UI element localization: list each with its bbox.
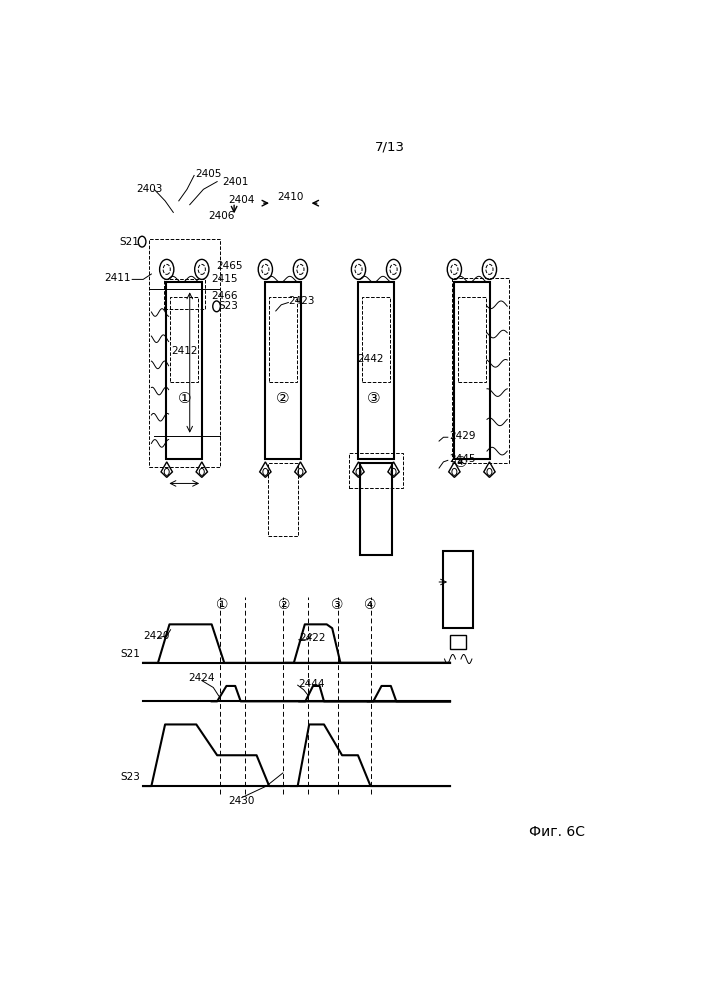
Text: 7/13: 7/13: [375, 140, 404, 153]
Text: 2466: 2466: [211, 291, 238, 301]
Bar: [164, 279, 205, 309]
Text: ③: ③: [366, 391, 380, 406]
Bar: [166, 282, 202, 459]
Bar: [360, 463, 392, 555]
Text: 2423: 2423: [288, 296, 315, 306]
Bar: [454, 282, 490, 459]
Text: ④: ④: [454, 455, 468, 470]
Bar: [358, 282, 394, 459]
Text: ②: ②: [279, 598, 291, 612]
Text: S23: S23: [121, 772, 141, 782]
Text: ③: ③: [332, 598, 344, 612]
Text: ①: ①: [216, 598, 229, 612]
Bar: [349, 453, 404, 488]
Bar: [170, 297, 198, 382]
Text: S21: S21: [121, 649, 141, 659]
Text: 2401: 2401: [223, 177, 249, 187]
Bar: [450, 635, 467, 649]
Text: 2403: 2403: [136, 184, 163, 194]
Text: 2412: 2412: [171, 346, 197, 356]
Text: 2420: 2420: [144, 631, 170, 641]
Text: 2410: 2410: [277, 192, 303, 202]
Text: ④: ④: [364, 598, 377, 612]
Text: 2405: 2405: [195, 169, 221, 179]
Text: Фиг. 6C: Фиг. 6C: [529, 825, 585, 839]
Bar: [452, 278, 509, 463]
Bar: [458, 297, 486, 382]
Text: 2444: 2444: [298, 679, 325, 689]
Bar: [148, 239, 220, 466]
Text: S23: S23: [218, 301, 239, 311]
Text: 2445: 2445: [449, 454, 475, 464]
Text: 2424: 2424: [188, 673, 215, 683]
Text: 2442: 2442: [357, 354, 383, 364]
Text: ②: ②: [276, 391, 290, 406]
Bar: [362, 297, 390, 382]
Text: 2404: 2404: [228, 195, 255, 205]
Bar: [443, 551, 473, 628]
Text: 2415: 2415: [211, 274, 238, 284]
Text: S21: S21: [119, 237, 139, 247]
Bar: [268, 463, 298, 536]
Text: 2406: 2406: [208, 211, 234, 221]
Text: 2411: 2411: [105, 273, 131, 283]
Text: 2430: 2430: [228, 796, 255, 806]
Bar: [265, 282, 300, 459]
Text: 2465: 2465: [216, 261, 243, 271]
Text: ①: ①: [177, 391, 191, 406]
Text: 2422: 2422: [299, 633, 326, 643]
Bar: [269, 297, 297, 382]
Text: 2429: 2429: [449, 431, 475, 441]
